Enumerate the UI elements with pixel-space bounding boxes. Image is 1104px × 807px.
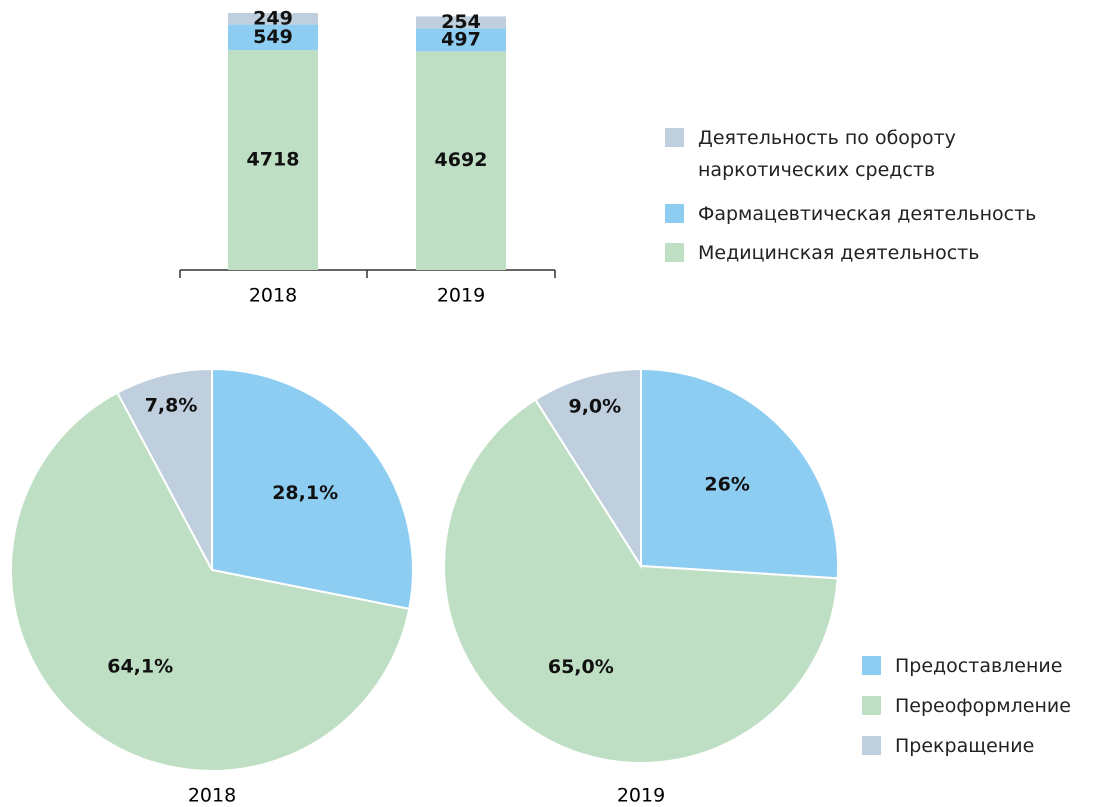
- data-label: 64,1%: [107, 655, 173, 677]
- legend-swatch: [665, 243, 684, 262]
- x-tick-label: 2019: [437, 285, 485, 307]
- data-label: 7,8%: [145, 395, 198, 417]
- legend-label: Фармацевтическая деятельность: [698, 203, 1037, 225]
- legend-item: Деятельность по обороту наркотических ср…: [665, 122, 1085, 186]
- legend-swatch: [862, 656, 881, 675]
- legend-swatch: [665, 128, 684, 147]
- legend-item: Прекращение: [862, 730, 1102, 762]
- bar-segment: [416, 16, 506, 29]
- legend-item: Медицинская деятельность: [665, 237, 1085, 269]
- pie-slice: [534, 367, 642, 570]
- pie-title: 2018: [188, 785, 236, 807]
- data-label: 28,1%: [272, 482, 338, 504]
- pie-slice: [116, 367, 213, 571]
- legend-label: Переоформление: [895, 695, 1071, 717]
- legend-item: Предоставление: [862, 650, 1102, 682]
- legend-label: Прекращение: [895, 735, 1035, 757]
- pie-title: 2019: [617, 785, 665, 807]
- bar-segment: [416, 28, 506, 52]
- pie-slice: [10, 391, 411, 772]
- data-label: 65,0%: [548, 656, 614, 678]
- bar-segment: [228, 13, 318, 25]
- pie-slice: [443, 398, 839, 764]
- legend-swatch: [665, 204, 684, 223]
- data-label: 9,0%: [568, 396, 621, 418]
- data-label: 497: [441, 28, 481, 50]
- data-label: 26%: [704, 474, 749, 496]
- data-label: 254: [441, 11, 481, 33]
- pie-slice: [640, 367, 839, 580]
- legend-swatch: [862, 736, 881, 755]
- legend-item: Переоформление: [862, 690, 1102, 722]
- bar-segment: [416, 51, 506, 270]
- legend-label: Деятельность по обороту наркотических ср…: [698, 127, 956, 181]
- data-label: 549: [253, 26, 293, 48]
- legend-item: Фармацевтическая деятельность: [665, 198, 1085, 230]
- pie-slice: [211, 367, 414, 611]
- bar-segment: [228, 24, 318, 51]
- legend-label: Медицинская деятельность: [698, 242, 980, 264]
- x-tick-label: 2018: [249, 285, 297, 307]
- bar-segment: [228, 50, 318, 270]
- data-label: 4718: [247, 149, 300, 171]
- legend-label: Предоставление: [895, 655, 1063, 677]
- data-label: 4692: [435, 149, 488, 171]
- legend-swatch: [862, 696, 881, 715]
- data-label: 249: [253, 7, 293, 29]
